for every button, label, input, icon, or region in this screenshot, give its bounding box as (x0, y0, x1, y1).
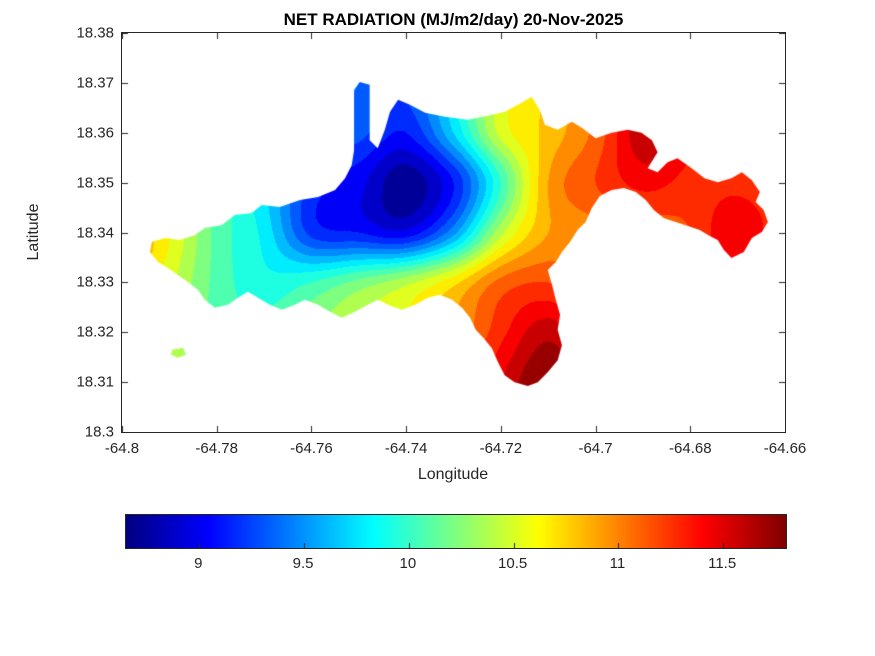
colorbar-tick-label: 9.5 (292, 555, 314, 572)
y-tick-label: 18.33 (76, 273, 114, 291)
x-tick-label: -64.7 (578, 440, 613, 457)
colorbar-tick-label: 11 (609, 555, 626, 572)
y-tick-label: 18.36 (76, 124, 114, 142)
x-tick-label: -64.74 (384, 440, 428, 457)
y-tick-label: 18.32 (76, 323, 114, 341)
x-tick-label: -64.8 (104, 440, 140, 457)
x-tick-label: -64.78 (195, 440, 238, 457)
y-tick-label: 18.38 (76, 24, 114, 42)
colorbar (125, 514, 787, 549)
contour-map-canvas (122, 33, 785, 432)
y-tick-label: 18.31 (76, 373, 114, 391)
x-tick-label: -64.72 (479, 440, 523, 457)
colorbar-tick-label: 10.5 (498, 555, 528, 572)
y-tick-label: 18.37 (76, 74, 114, 92)
y-tick-label: 18.35 (76, 174, 114, 192)
plot-area (121, 32, 786, 433)
chart-title: NET RADIATION (MJ/m2/day) 20-Nov-2025 (283, 10, 624, 29)
y-axis-label: Latitude (25, 203, 42, 261)
x-tick-label: -64.66 (763, 440, 807, 457)
colorbar-tick-label: 10 (399, 555, 417, 572)
x-axis-label: Longitude (417, 466, 489, 483)
y-tick-label: 18.34 (76, 224, 114, 241)
x-tick-label: -64.68 (669, 440, 712, 457)
colorbar-tick-label: 9 (194, 555, 203, 572)
y-tick-label: 18.3 (84, 423, 114, 441)
colorbar-tick-label: 11.5 (708, 555, 737, 572)
colorbar-gradient-canvas (126, 515, 786, 548)
x-tick-label: -64.76 (290, 440, 333, 457)
